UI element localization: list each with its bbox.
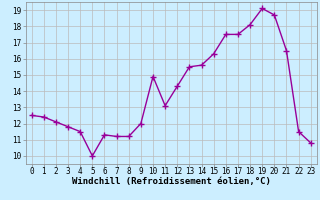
X-axis label: Windchill (Refroidissement éolien,°C): Windchill (Refroidissement éolien,°C): [72, 177, 271, 186]
